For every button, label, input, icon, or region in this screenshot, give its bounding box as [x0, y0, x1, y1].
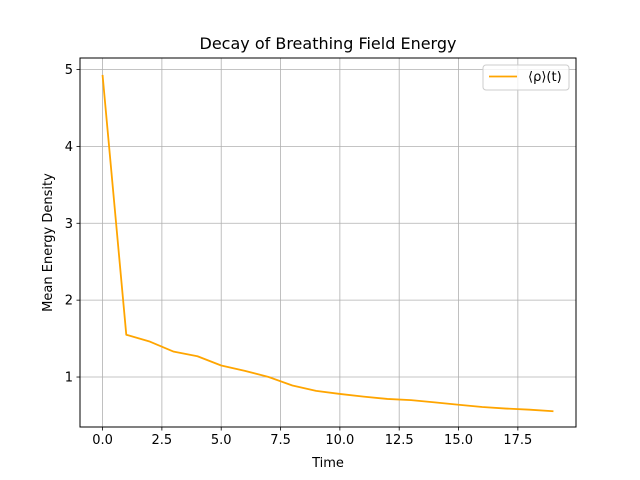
- x-tick-label: 10.0: [325, 433, 354, 448]
- x-tick-label: 5.0: [211, 433, 232, 448]
- y-tick-label: 1: [65, 371, 73, 386]
- chart-title: Decay of Breathing Field Energy: [200, 34, 457, 53]
- series-layer: [101, 74, 554, 413]
- y-tick-label: 4: [65, 140, 73, 155]
- x-axis-label: Time: [311, 456, 344, 471]
- y-axis-label: Mean Energy Density: [41, 173, 56, 312]
- y-tick-label: 2: [65, 294, 73, 309]
- x-tick-label: 2.5: [152, 433, 173, 448]
- x-tick-label: 15.0: [444, 433, 473, 448]
- x-tick-label: 0.0: [92, 433, 113, 448]
- legend-box: [482, 64, 570, 91]
- legend: ⟨ρ⟩(t): [482, 64, 570, 91]
- legend-label: ⟨ρ⟩(t): [528, 70, 562, 85]
- grid: [80, 58, 576, 427]
- y-tick-label: 3: [65, 217, 73, 232]
- plot-frame: [79, 57, 577, 428]
- x-tick-label: 7.5: [270, 433, 291, 448]
- x-tick-label: 12.5: [385, 433, 414, 448]
- x-tick-label: 17.5: [503, 433, 532, 448]
- series-line: [101, 74, 554, 413]
- x-axis-ticks: 0.0 2.5 5.0 7.5 10.0 12.5 15.0 17.5: [92, 427, 532, 448]
- y-axis-ticks: 1 2 3 4 5: [65, 63, 80, 386]
- y-tick-label: 5: [65, 63, 73, 78]
